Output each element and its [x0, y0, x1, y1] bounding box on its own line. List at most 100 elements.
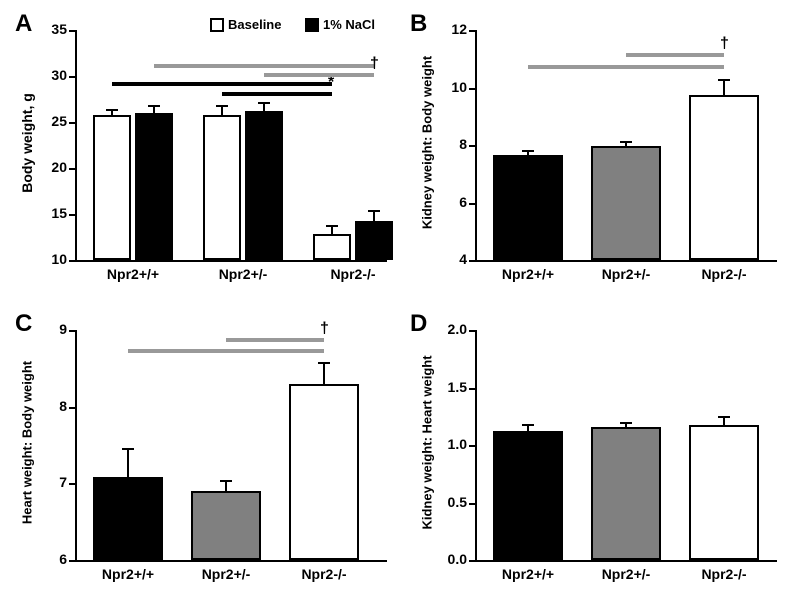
- bar-C: [191, 491, 261, 560]
- err-cap: [122, 448, 134, 450]
- ytick-label-C: 7: [33, 474, 67, 490]
- xlabel-C-0: Npr2+/+: [88, 566, 168, 582]
- legend-label-0: Baseline: [228, 17, 281, 32]
- xlabel-A-2: Npr2-/-: [313, 266, 393, 282]
- bar-D: [493, 431, 563, 560]
- ytick-label-B: 8: [433, 136, 467, 152]
- ytick-B: [469, 203, 475, 205]
- err-cap: [718, 416, 730, 418]
- xlabel-B-0: Npr2+/+: [488, 266, 568, 282]
- sig-symbol: †: [720, 35, 729, 53]
- err-cap: [148, 105, 160, 107]
- err-cap: [620, 422, 632, 424]
- ytick-A: [69, 76, 75, 78]
- err-cap: [216, 105, 228, 107]
- ytick-label-C: 8: [33, 398, 67, 414]
- bar-A: [245, 111, 283, 260]
- ytick-D: [469, 330, 475, 332]
- ytick-A: [69, 260, 75, 262]
- xlabel-D-0: Npr2+/+: [488, 566, 568, 582]
- ylabel-D: Kidney weight: Heart weight: [420, 328, 435, 558]
- sig-bar: [222, 92, 332, 96]
- ytick-B: [469, 260, 475, 262]
- err-cap: [620, 141, 632, 143]
- err-cap: [318, 362, 330, 364]
- ytick-C: [69, 330, 75, 332]
- err-cap: [258, 102, 270, 104]
- ytick-label-A: 35: [33, 21, 67, 37]
- ytick-label-D: 0.0: [433, 551, 467, 567]
- ytick-A: [69, 122, 75, 124]
- ytick-label-C: 6: [33, 551, 67, 567]
- xlabel-C-2: Npr2-/-: [284, 566, 364, 582]
- bar-A: [93, 115, 131, 260]
- ytick-label-D: 0.5: [433, 494, 467, 510]
- ytick-C: [69, 407, 75, 409]
- err-cap: [522, 150, 534, 152]
- ytick-label-D: 1.5: [433, 379, 467, 395]
- err-stem: [127, 448, 129, 477]
- ytick-label-A: 30: [33, 67, 67, 83]
- err-cap: [718, 79, 730, 81]
- sig-bar: [128, 349, 324, 353]
- xlabel-D-1: Npr2+/-: [586, 566, 666, 582]
- ytick-A: [69, 168, 75, 170]
- sig-bar: [226, 338, 324, 342]
- bar-B: [689, 95, 759, 260]
- ytick-label-D: 1.0: [433, 436, 467, 452]
- ytick-B: [469, 145, 475, 147]
- ytick-C: [69, 483, 75, 485]
- ytick-label-A: 20: [33, 159, 67, 175]
- ytick-D: [469, 503, 475, 505]
- ylabel-A: Body weight, g: [19, 28, 35, 258]
- ytick-D: [469, 445, 475, 447]
- ytick-A: [69, 30, 75, 32]
- sig-symbol: †: [320, 320, 329, 338]
- xlabel-A-0: Npr2+/+: [93, 266, 173, 282]
- err-cap: [522, 424, 534, 426]
- ytick-label-C: 9: [33, 321, 67, 337]
- ytick-label-A: 25: [33, 113, 67, 129]
- ytick-D: [469, 388, 475, 390]
- ytick-D: [469, 560, 475, 562]
- sig-symbol: †: [370, 55, 379, 73]
- ytick-B: [469, 88, 475, 90]
- bar-C: [289, 384, 359, 560]
- ylabel-C: Heart weight: Body weight: [20, 328, 35, 558]
- ytick-label-B: 12: [433, 21, 467, 37]
- ytick-A: [69, 214, 75, 216]
- legend-swatch-1: [305, 18, 319, 32]
- err-stem: [323, 362, 325, 383]
- bar-A: [203, 115, 241, 260]
- err-cap: [368, 210, 380, 212]
- legend-label-1: 1% NaCl: [323, 17, 375, 32]
- ytick-C: [69, 560, 75, 562]
- ytick-label-B: 4: [433, 251, 467, 267]
- xlabel-D-2: Npr2-/-: [684, 566, 764, 582]
- sig-bar: [626, 53, 724, 57]
- bar-C: [93, 477, 163, 560]
- bar-B: [493, 155, 563, 260]
- bar-A: [135, 113, 173, 260]
- sig-bar: [112, 82, 332, 86]
- xlabel-B-2: Npr2-/-: [684, 266, 764, 282]
- xlabel-A-1: Npr2+/-: [203, 266, 283, 282]
- bar-D: [591, 427, 661, 560]
- xlabel-C-1: Npr2+/-: [186, 566, 266, 582]
- ytick-B: [469, 30, 475, 32]
- sig-bar: [528, 65, 724, 69]
- ytick-label-A: 10: [33, 251, 67, 267]
- figure-root: A101520253035Body weight, gNpr2+/+Npr2+/…: [0, 0, 797, 596]
- bar-A: [313, 234, 351, 260]
- err-cap: [326, 225, 338, 227]
- sig-bar: [264, 73, 374, 77]
- ytick-label-B: 10: [433, 79, 467, 95]
- ytick-label-D: 2.0: [433, 321, 467, 337]
- bar-B: [591, 146, 661, 260]
- err-cap: [220, 480, 232, 482]
- xlabel-B-1: Npr2+/-: [586, 266, 666, 282]
- ytick-label-A: 15: [33, 205, 67, 221]
- err-stem: [723, 79, 725, 95]
- err-cap: [106, 109, 118, 111]
- ylabel-B: Kidney weight: Body weight: [420, 28, 435, 258]
